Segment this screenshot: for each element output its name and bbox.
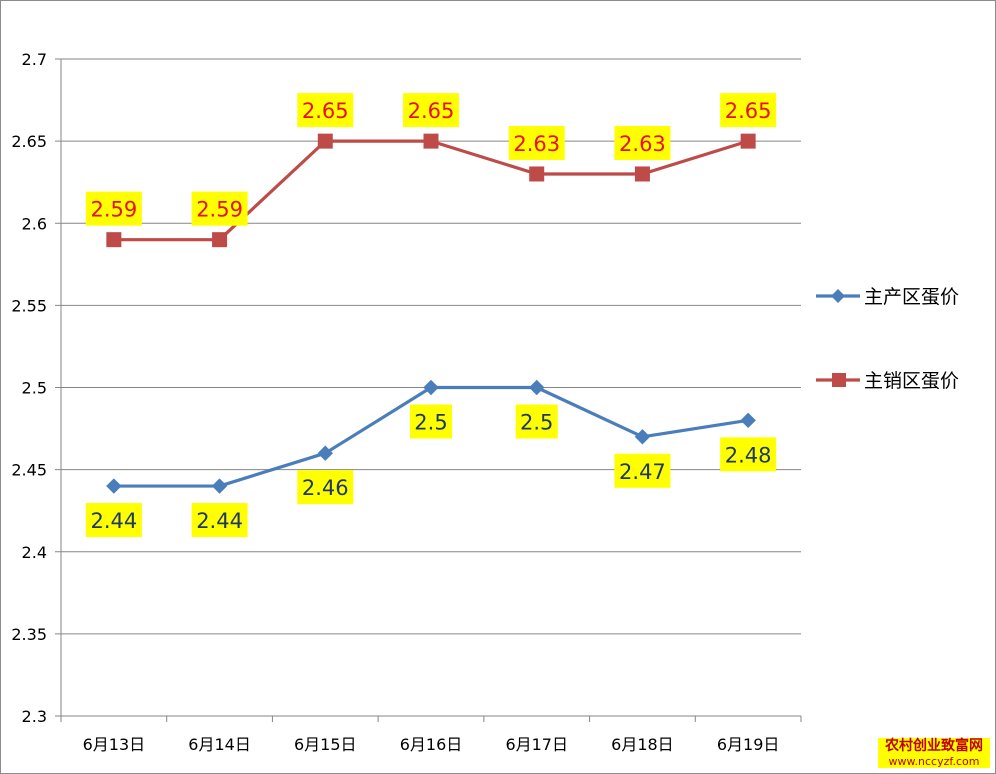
data-point-diamond (740, 412, 756, 429)
data-label: 2.65 (725, 99, 772, 123)
data-label-background (85, 503, 142, 538)
legend-marker-square (832, 373, 846, 387)
x-tick-label: 6月13日 (83, 735, 146, 754)
data-point-diamond (211, 478, 228, 494)
data-label-background (508, 125, 565, 160)
y-tick-label: 2.45 (11, 461, 47, 480)
data-label-background (515, 404, 558, 439)
y-tick-label: 2.65 (11, 132, 47, 151)
y-tick-label: 2.4 (22, 543, 47, 562)
data-label: 2.44 (196, 509, 243, 533)
data-label: 2.48 (725, 443, 772, 467)
data-point-square (740, 133, 756, 149)
x-tick-label: 6月16日 (400, 735, 463, 754)
data-label-background (297, 93, 354, 128)
data-point-square (212, 232, 228, 248)
data-point-diamond (106, 478, 122, 494)
data-label-background (614, 453, 671, 488)
data-label: 2.65 (302, 99, 349, 123)
y-tick-label: 2.3 (22, 707, 47, 726)
y-tick-label: 2.6 (22, 214, 47, 233)
data-label: 2.5 (520, 411, 553, 435)
site-watermark: 农村创业致富网 www.nccyzf.com (878, 738, 990, 768)
legend-marker-diamond (831, 289, 845, 303)
y-tick-label: 2.5 (22, 379, 47, 398)
data-label-background (191, 191, 248, 226)
x-tick-label: 6月19日 (717, 735, 780, 754)
data-label-background (614, 125, 671, 160)
x-tick-label: 6月14日 (188, 735, 251, 754)
data-label: 2.63 (619, 132, 666, 156)
y-tick-label: 2.55 (11, 296, 47, 315)
data-label-background (410, 404, 452, 439)
data-point-square (317, 133, 333, 149)
data-label-background (297, 470, 354, 505)
data-label: 2.5 (414, 411, 447, 435)
x-tick-label: 6月15日 (294, 735, 357, 754)
data-label-background (720, 437, 777, 472)
data-label: 2.46 (302, 476, 349, 500)
y-tick-label: 2.35 (11, 625, 47, 644)
x-tick-label: 6月17日 (505, 735, 568, 754)
legend-label-1: 主产区蛋价 (864, 286, 959, 308)
data-label: 2.59 (196, 198, 243, 222)
x-tick-label: 6月18日 (611, 735, 674, 754)
data-label: 2.44 (90, 509, 137, 533)
data-label-background (720, 93, 777, 128)
data-label: 2.65 (408, 99, 455, 123)
data-label-background (191, 503, 248, 538)
watermark-site-name: 农村创业致富网 (878, 738, 990, 755)
data-point-square (423, 133, 439, 149)
data-label: 2.59 (90, 198, 137, 222)
data-point-diamond (529, 379, 545, 396)
data-point-diamond (317, 445, 333, 461)
data-point-square (529, 166, 545, 182)
legend-label-2: 主销区蛋价 (864, 370, 959, 392)
data-point-square (106, 232, 122, 248)
data-label-background (403, 93, 459, 128)
y-tick-label: 2.7 (22, 50, 47, 69)
data-point-diamond (634, 429, 651, 445)
data-label: 2.47 (619, 460, 666, 484)
data-point-square (634, 166, 650, 182)
data-label: 2.63 (513, 132, 560, 156)
data-label-background (85, 191, 142, 226)
data-point-diamond (423, 379, 439, 396)
watermark-url: www.nccyzf.com (878, 755, 990, 768)
